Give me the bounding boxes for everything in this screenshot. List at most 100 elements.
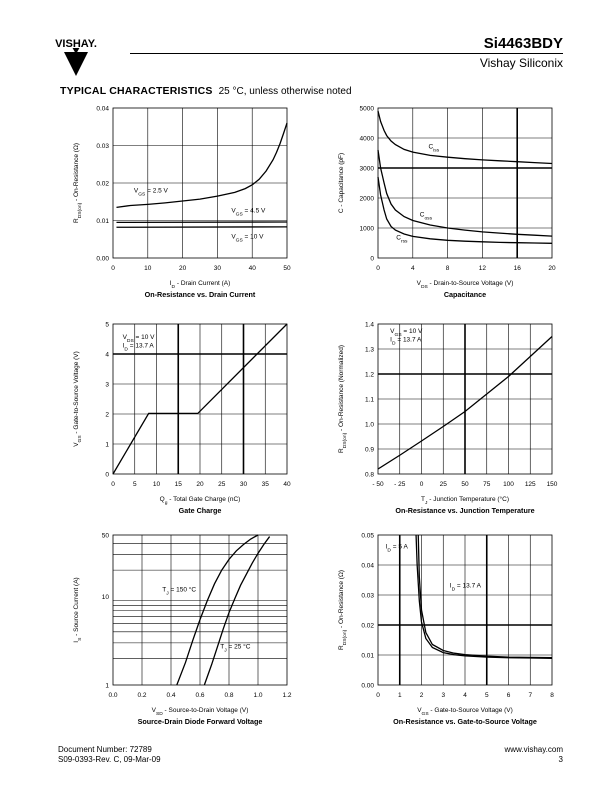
series-annotation: VGS = 2.5 V [134, 187, 169, 197]
x-tick-label: 10 [153, 481, 161, 488]
x-tick-label: 40 [283, 481, 291, 488]
x-tick-label: 125 [525, 481, 536, 488]
part-number: Si4463BDY [483, 35, 563, 52]
series-line-2 [377, 149, 553, 237]
company-name: Vishay Siliconix [479, 56, 563, 70]
x-axis-label: TJ - Junction Temperature (°C) [421, 495, 509, 506]
x-tick-label: 0.4 [166, 692, 175, 699]
document-number: Document Number: 72789 [58, 745, 152, 754]
x-tick-label: 1 [398, 692, 402, 699]
website-link[interactable]: www.vishay.com [504, 745, 563, 754]
footer-right: www.vishay.com 3 [504, 745, 563, 765]
x-axis-label: VDS - Drain-to-Source Voltage (V) [417, 280, 514, 290]
series-line-1 [112, 323, 288, 475]
plot-frame [112, 107, 288, 259]
x-tick-label: 0.8 [224, 692, 233, 699]
x-tick-label: 20 [196, 481, 204, 488]
x-tick-label: 10 [144, 265, 152, 272]
y-tick-label: 1.2 [365, 371, 374, 378]
header-rule [130, 53, 563, 54]
plot-frame [377, 534, 553, 686]
x-tick-label: 20 [548, 265, 556, 272]
x-tick-label: 25 [218, 481, 226, 488]
x-tick-label: 0.0 [108, 692, 117, 699]
y-axis-label: RDS(on) - On-Resistance (Normalized) [338, 345, 348, 453]
x-tick-label: 5 [485, 692, 489, 699]
x-tick-label: 8 [550, 692, 554, 699]
y-tick-label: 0.02 [96, 180, 109, 187]
plot-frame [377, 107, 553, 259]
x-tick-label: - 25 [394, 481, 406, 488]
y-tick-label: 4 [105, 351, 109, 358]
x-tick-label: 7 [528, 692, 532, 699]
series-annotation: VGS = 10 V [231, 234, 264, 244]
y-tick-label: 0.03 [96, 143, 109, 150]
y-tick-label: 50 [102, 532, 110, 539]
y-tick-label: 1.4 [365, 321, 374, 328]
y-axis-label: RDS(on) - On-Resistance (Ω) [73, 143, 83, 223]
y-tick-label: 1.1 [365, 396, 374, 403]
series-line-1 [417, 534, 553, 659]
y-tick-label: 0.04 [361, 562, 374, 569]
y-tick-label: 2000 [360, 195, 375, 202]
x-tick-label: 100 [503, 481, 514, 488]
y-tick-label: 3 [105, 381, 109, 388]
x-axis-label: VGS - Gate-to-Source Voltage (V) [417, 707, 513, 717]
series-annotation: ID = 13.7 A [390, 337, 422, 347]
x-tick-label: 4 [463, 692, 467, 699]
y-axis-label: C - Capacitance (pF) [338, 153, 345, 213]
x-tick-label: 0 [111, 265, 115, 272]
x-tick-label: 3 [441, 692, 445, 699]
series-line-2 [203, 536, 271, 686]
y-tick-label: 1.0 [365, 421, 374, 428]
x-tick-label: - 50 [372, 481, 384, 488]
x-axis-label: VSD - Source-to-Drain Voltage (V) [152, 707, 249, 717]
chart-caption: On-Resistance vs. Junction Temperature [395, 506, 534, 515]
y-tick-label: 0.03 [361, 592, 374, 599]
y-tick-label: 0.02 [361, 622, 374, 629]
chart-on-resistance-vs-drain-current: 0 10 20 30 40 50 0.00 0.01 0.02 0.03 0.04 VGS = 2.5… [73, 105, 291, 299]
x-tick-label: 20 [179, 265, 187, 272]
y-tick-label: 2 [105, 411, 109, 418]
x-tick-label: 50 [283, 265, 291, 272]
x-tick-label: 15 [175, 481, 183, 488]
x-tick-label: 150 [547, 481, 558, 488]
section-note: 25 °C, unless otherwise noted [218, 86, 352, 97]
y-tick-label: 3000 [360, 165, 375, 172]
series-line-1 [377, 336, 553, 470]
series-annotation: Crss [396, 234, 408, 244]
y-axis-label: RDS(on) - On-Resistance (Ω) [338, 570, 348, 650]
x-tick-label: 0 [111, 481, 115, 488]
series-annotation: TJ = 150 °C [162, 585, 196, 596]
x-tick-label: 0.2 [137, 692, 146, 699]
y-tick-label: 0.9 [365, 446, 374, 453]
x-tick-label: 0.6 [195, 692, 204, 699]
y-tick-label: 1 [105, 682, 109, 689]
x-axis-label: Qg - Total Gate Charge (nC) [160, 496, 241, 506]
y-axis-label: VGS - Gate-to-Source Voltage (V) [73, 351, 83, 447]
plot-frame [377, 323, 553, 475]
x-tick-label: 1.2 [282, 692, 291, 699]
page-number: 3 [558, 755, 563, 764]
footer-left: Document Number: 72789 S09-0393-Rev. C, … [58, 745, 161, 765]
x-tick-label: 30 [214, 265, 222, 272]
y-tick-label: 0.05 [361, 532, 374, 539]
x-tick-label: 2 [420, 692, 424, 699]
y-tick-label: 10 [102, 594, 110, 601]
y-tick-label: 1000 [360, 225, 375, 232]
x-tick-label: 4 [411, 265, 415, 272]
x-tick-label: 50 [461, 481, 469, 488]
y-tick-label: 0.00 [361, 682, 374, 689]
y-tick-label: 0.01 [96, 218, 109, 225]
section-title: TYPICAL CHARACTERISTICS 25 °C, unless oth… [60, 85, 352, 97]
chart-caption: Gate Charge [179, 506, 222, 515]
y-tick-label: 5 [105, 321, 109, 328]
chart-source-drain-diode-forward-voltage: 0.0 0.2 0.4 0.6 0.8 1.0 1.2 1 10 50 TJ = 150 °C TJ … [73, 532, 292, 726]
chart-caption: On-Resistance vs. Gate-to-Source Voltage [393, 717, 537, 726]
y-tick-label: 0.01 [361, 652, 374, 659]
series-line-3 [377, 176, 553, 244]
chart-caption: Source-Drain Diode Forward Voltage [138, 717, 263, 726]
plot-frame [112, 534, 288, 686]
vishay-logo: VISHAY. [30, 38, 122, 76]
x-tick-label: 6 [507, 692, 511, 699]
